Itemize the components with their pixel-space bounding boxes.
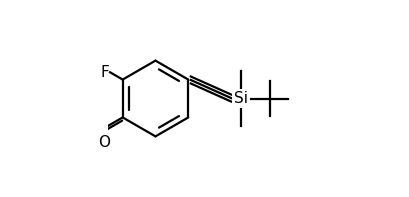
Text: O: O <box>97 135 110 150</box>
Text: F: F <box>100 65 109 80</box>
Text: Si: Si <box>234 91 247 106</box>
